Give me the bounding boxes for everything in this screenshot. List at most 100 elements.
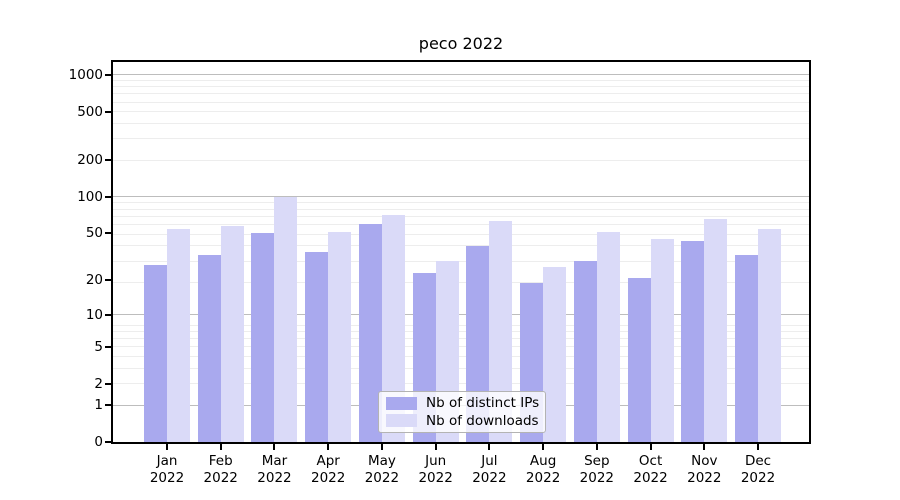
legend-label-distinct-ips: Nb of distinct IPs: [426, 395, 540, 412]
y-tick-label: 1: [94, 397, 103, 414]
gridline-minor: [113, 80, 809, 81]
y-tick-label: 10: [85, 306, 103, 323]
x-tick-label-nov: Nov 2022: [687, 453, 722, 486]
bar-distinct-ips-feb: [197, 254, 221, 442]
gridline-minor: [113, 202, 809, 204]
x-tick-mark: [649, 444, 652, 450]
x-tick-label-aug: Aug 2022: [525, 453, 561, 486]
y-tick-mark: [105, 382, 111, 385]
y-tick-mark: [105, 441, 111, 443]
y-tick-mark: [105, 313, 111, 316]
x-tick-mark: [703, 444, 706, 450]
y-tick-mark: [105, 159, 111, 162]
legend-item-downloads: Nb of downloads: [386, 412, 539, 429]
legend-item-distinct-ips: Nb of distinct IPs: [386, 395, 540, 412]
y-tick-label: 2: [94, 375, 103, 392]
x-tick-mark: [380, 444, 383, 450]
x-tick-label-sep: Sep 2022: [579, 453, 614, 486]
bar-distinct-ips-dec: [735, 254, 759, 442]
bar-downloads-sep: [596, 232, 620, 442]
x-tick-label-jun: Jun 2022: [418, 453, 453, 486]
x-tick-mark: [219, 444, 222, 450]
bar-downloads-jul: [489, 221, 513, 442]
x-tick-mark: [327, 444, 330, 450]
bar-distinct-ips-mar: [251, 233, 275, 442]
x-tick-mark: [434, 444, 437, 450]
y-tick-mark: [105, 232, 111, 235]
y-tick-mark: [105, 195, 111, 198]
y-tick-label: 5: [94, 338, 103, 355]
gridline-minor: [113, 233, 809, 235]
gridline-minor: [113, 330, 809, 332]
gridline-major: [113, 314, 809, 316]
x-tick-mark: [595, 444, 598, 450]
chart-title: peco 2022: [418, 34, 504, 53]
gridline-minor: [113, 159, 809, 161]
gridline-minor: [113, 93, 809, 95]
bar-downloads-feb: [220, 226, 244, 442]
legend-swatch-downloads: [386, 414, 417, 428]
bar-downloads-oct: [650, 238, 674, 442]
gridline-minor: [113, 208, 809, 210]
y-tick-label: 20: [85, 272, 103, 289]
y-tick-label: 1000: [68, 66, 103, 83]
x-tick-label-jul: Jul 2022: [472, 453, 507, 486]
gridline-minor: [113, 86, 809, 88]
gridline-minor: [113, 215, 809, 217]
gridline-minor: [113, 338, 809, 340]
y-tick-label: 500: [77, 103, 103, 120]
x-tick-label-may: May 2022: [364, 453, 400, 486]
bar-downloads-mar: [274, 196, 298, 442]
x-tick-mark: [273, 444, 276, 450]
bar-downloads-may: [381, 214, 405, 442]
gridline-major: [113, 74, 809, 76]
gridline-major: [113, 196, 809, 198]
y-tick-label: 0: [94, 434, 103, 450]
y-tick-mark: [105, 279, 111, 282]
gridline-minor: [113, 383, 809, 385]
bar-downloads-aug: [543, 266, 567, 442]
legend-label-downloads: Nb of downloads: [426, 412, 539, 429]
x-tick-mark: [166, 444, 168, 450]
x-tick-mark: [488, 444, 491, 450]
bar-downloads-dec: [758, 229, 782, 442]
bar-distinct-ips-may: [358, 224, 382, 442]
legend: Nb of distinct IPs Nb of downloads: [378, 391, 546, 433]
bar-distinct-ips-jan: [144, 264, 167, 442]
y-tick-label: 100: [77, 188, 103, 205]
x-tick-label-oct: Oct 2022: [633, 453, 668, 486]
gridline-minor: [113, 367, 809, 369]
gridline-minor: [113, 260, 809, 262]
gridline-minor: [113, 346, 809, 348]
gridline-minor: [113, 111, 809, 113]
gridline-minor: [113, 355, 809, 357]
legend-swatch-distinct-ips: [386, 396, 417, 410]
gridline-minor: [113, 138, 809, 140]
plot-area: [111, 60, 811, 444]
x-tick-label-feb: Feb 2022: [203, 453, 238, 486]
x-tick-label-apr: Apr 2022: [311, 453, 346, 486]
gridline-minor: [113, 123, 809, 125]
x-tick-label-dec: Dec 2022: [740, 453, 776, 486]
y-tick-label: 200: [77, 152, 103, 169]
bar-distinct-ips-nov: [681, 240, 705, 442]
x-tick-mark: [542, 444, 545, 450]
bar-downloads-apr: [328, 232, 352, 442]
gridline-minor: [113, 223, 809, 225]
gridline-minor: [113, 245, 809, 247]
y-tick-mark: [105, 110, 111, 113]
x-tick-label-mar: Mar 2022: [257, 453, 292, 486]
y-tick-mark: [105, 404, 111, 407]
x-tick-label-jan: Jan 2022: [149, 453, 185, 486]
bar-distinct-ips-sep: [573, 261, 597, 442]
plot-inner: [113, 62, 809, 442]
gridline-minor: [113, 324, 809, 326]
bar-downloads-nov: [704, 219, 728, 442]
x-tick-mark: [757, 444, 760, 450]
bar-downloads-jan: [167, 229, 190, 442]
bar-distinct-ips-oct: [627, 277, 651, 442]
gridline-minor: [113, 282, 809, 284]
y-tick-label: 50: [85, 225, 103, 242]
bar-distinct-ips-apr: [305, 251, 329, 442]
y-tick-mark: [105, 345, 111, 348]
